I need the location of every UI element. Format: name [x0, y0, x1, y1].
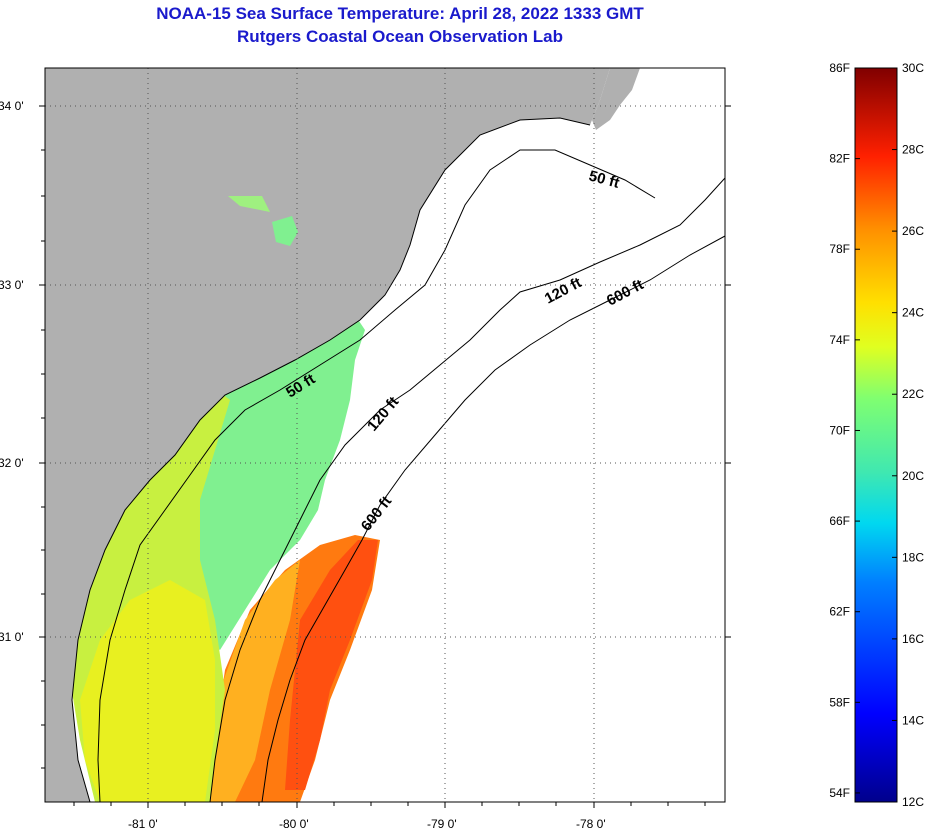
lon-label-78: -78 0': [576, 817, 606, 831]
colorbar-label-celsius: 20C: [902, 469, 924, 483]
colorbar-label-celsius: 18C: [902, 550, 924, 564]
map-frame: [44, 67, 726, 803]
lon-label-79: -79 0': [427, 817, 457, 831]
colorbar-label-fahrenheit: 74F: [829, 333, 850, 347]
lon-label-81: -81 0': [128, 817, 158, 831]
map-ticks: [39, 105, 731, 808]
colorbar-label-fahrenheit: 82F: [829, 152, 850, 166]
sst-gulfstream-transition: [210, 560, 300, 802]
isobath-120ft: [209, 177, 725, 802]
sst-gulfstream-hot: [285, 540, 378, 790]
land-cape-fear: [592, 68, 640, 130]
lat-label-34: 34 0': [0, 99, 24, 113]
graticule: [45, 68, 725, 802]
colorbar-label-celsius: 16C: [902, 632, 924, 646]
land-cloud-patch-2: [228, 196, 270, 212]
colorbar-label-fahrenheit: 58F: [829, 695, 850, 709]
land-mass: [45, 68, 610, 802]
colorbar-label-celsius: 14C: [902, 713, 924, 727]
colorbar-label-celsius: 24C: [902, 306, 924, 320]
land-cloud-patch-1: [272, 216, 298, 246]
colorbar-label-fahrenheit: 54F: [829, 786, 850, 800]
lat-label-31: 31 0': [0, 630, 24, 644]
colorbar-label-fahrenheit: 62F: [829, 605, 850, 619]
lon-label-80: -80 0': [279, 817, 309, 831]
map-subtitle: Rutgers Coastal Ocean Observation Lab: [237, 27, 563, 46]
colorbar-label-fahrenheit: 86F: [829, 61, 850, 75]
lat-label-33: 33 0': [0, 278, 24, 292]
map-title: NOAA-15 Sea Surface Temperature: April 2…: [156, 4, 644, 23]
isobath-600ft: [261, 235, 725, 802]
colorbar-label-celsius: 12C: [902, 795, 924, 809]
colorbar-label-celsius: 22C: [902, 387, 924, 401]
coastline: [71, 117, 591, 802]
isobath-50ft: [97, 149, 656, 802]
colorbar-label-celsius: 28C: [902, 143, 924, 157]
colorbar-label-celsius: 30C: [902, 61, 924, 75]
colorbar-label-fahrenheit: 78F: [829, 242, 850, 256]
sst-nearshore-warmer: [80, 580, 215, 802]
colorbar: 30C 28C 26C 24C 22C 20C 18C 16C 14C 12C 86F 82F 78F 7…: [829, 61, 924, 809]
colorbar-label-fahrenheit: 66F: [829, 514, 850, 528]
lat-label-32: 32 0': [0, 456, 24, 470]
colorbar-gradient: [854, 67, 898, 803]
colorbar-label-fahrenheit: 70F: [829, 423, 850, 437]
colorbar-label-celsius: 26C: [902, 224, 924, 238]
